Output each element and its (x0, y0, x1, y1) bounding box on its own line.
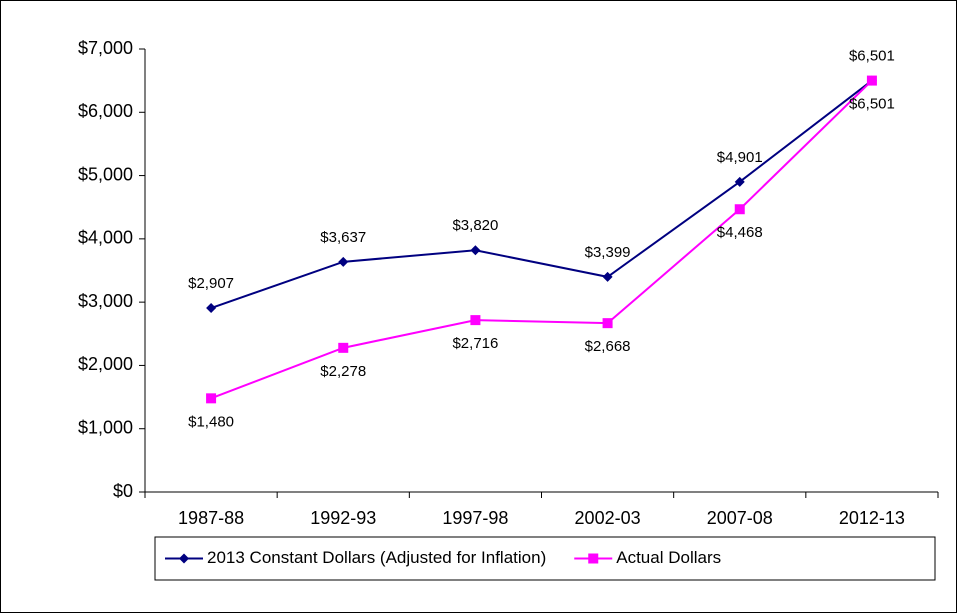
marker (470, 245, 481, 256)
data-label: $3,637 (320, 229, 366, 246)
y-tick-label: $2,000 (78, 354, 133, 374)
y-tick-label: $4,000 (78, 228, 133, 248)
marker (206, 393, 217, 404)
legend-label: 2013 Constant Dollars (Adjusted for Infl… (207, 548, 546, 567)
data-label: $4,901 (717, 149, 763, 166)
marker (734, 176, 745, 187)
x-tick-label: 1987-88 (178, 508, 244, 528)
marker (338, 256, 349, 267)
x-tick-label: 2002-03 (575, 508, 641, 528)
data-label: $1,480 (188, 413, 234, 430)
data-label: $2,668 (585, 338, 631, 355)
series-line (210, 79, 873, 400)
marker (206, 303, 217, 314)
marker (588, 553, 599, 564)
x-tick-label: 2012-13 (839, 508, 905, 528)
legend-label: Actual Dollars (616, 548, 721, 567)
legend-box (154, 536, 936, 581)
y-tick-label: $7,000 (78, 38, 133, 58)
data-label: $2,278 (320, 363, 366, 380)
data-label: $4,468 (717, 224, 763, 241)
x-tick-label: 1997-98 (442, 508, 508, 528)
data-label: $2,716 (452, 335, 498, 352)
y-tick-label: $0 (113, 481, 133, 501)
data-label: $3,399 (585, 244, 631, 261)
data-label: $2,907 (188, 275, 234, 292)
marker (470, 315, 481, 326)
marker (734, 204, 745, 215)
marker (602, 318, 613, 329)
series-line (210, 79, 873, 309)
y-tick-label: $6,000 (78, 101, 133, 121)
data-label: $6,501 (849, 48, 895, 65)
marker (179, 553, 189, 564)
x-tick-label: 2007-08 (707, 508, 773, 528)
marker (866, 75, 877, 86)
marker (602, 271, 613, 282)
y-tick-label: $1,000 (78, 417, 133, 437)
y-tick-label: $5,000 (78, 164, 133, 184)
x-tick-label: 1992-93 (310, 508, 376, 528)
y-tick-label: $3,000 (78, 291, 133, 311)
data-label: $3,820 (452, 217, 498, 234)
marker (338, 342, 349, 353)
data-label: $6,501 (849, 96, 895, 113)
